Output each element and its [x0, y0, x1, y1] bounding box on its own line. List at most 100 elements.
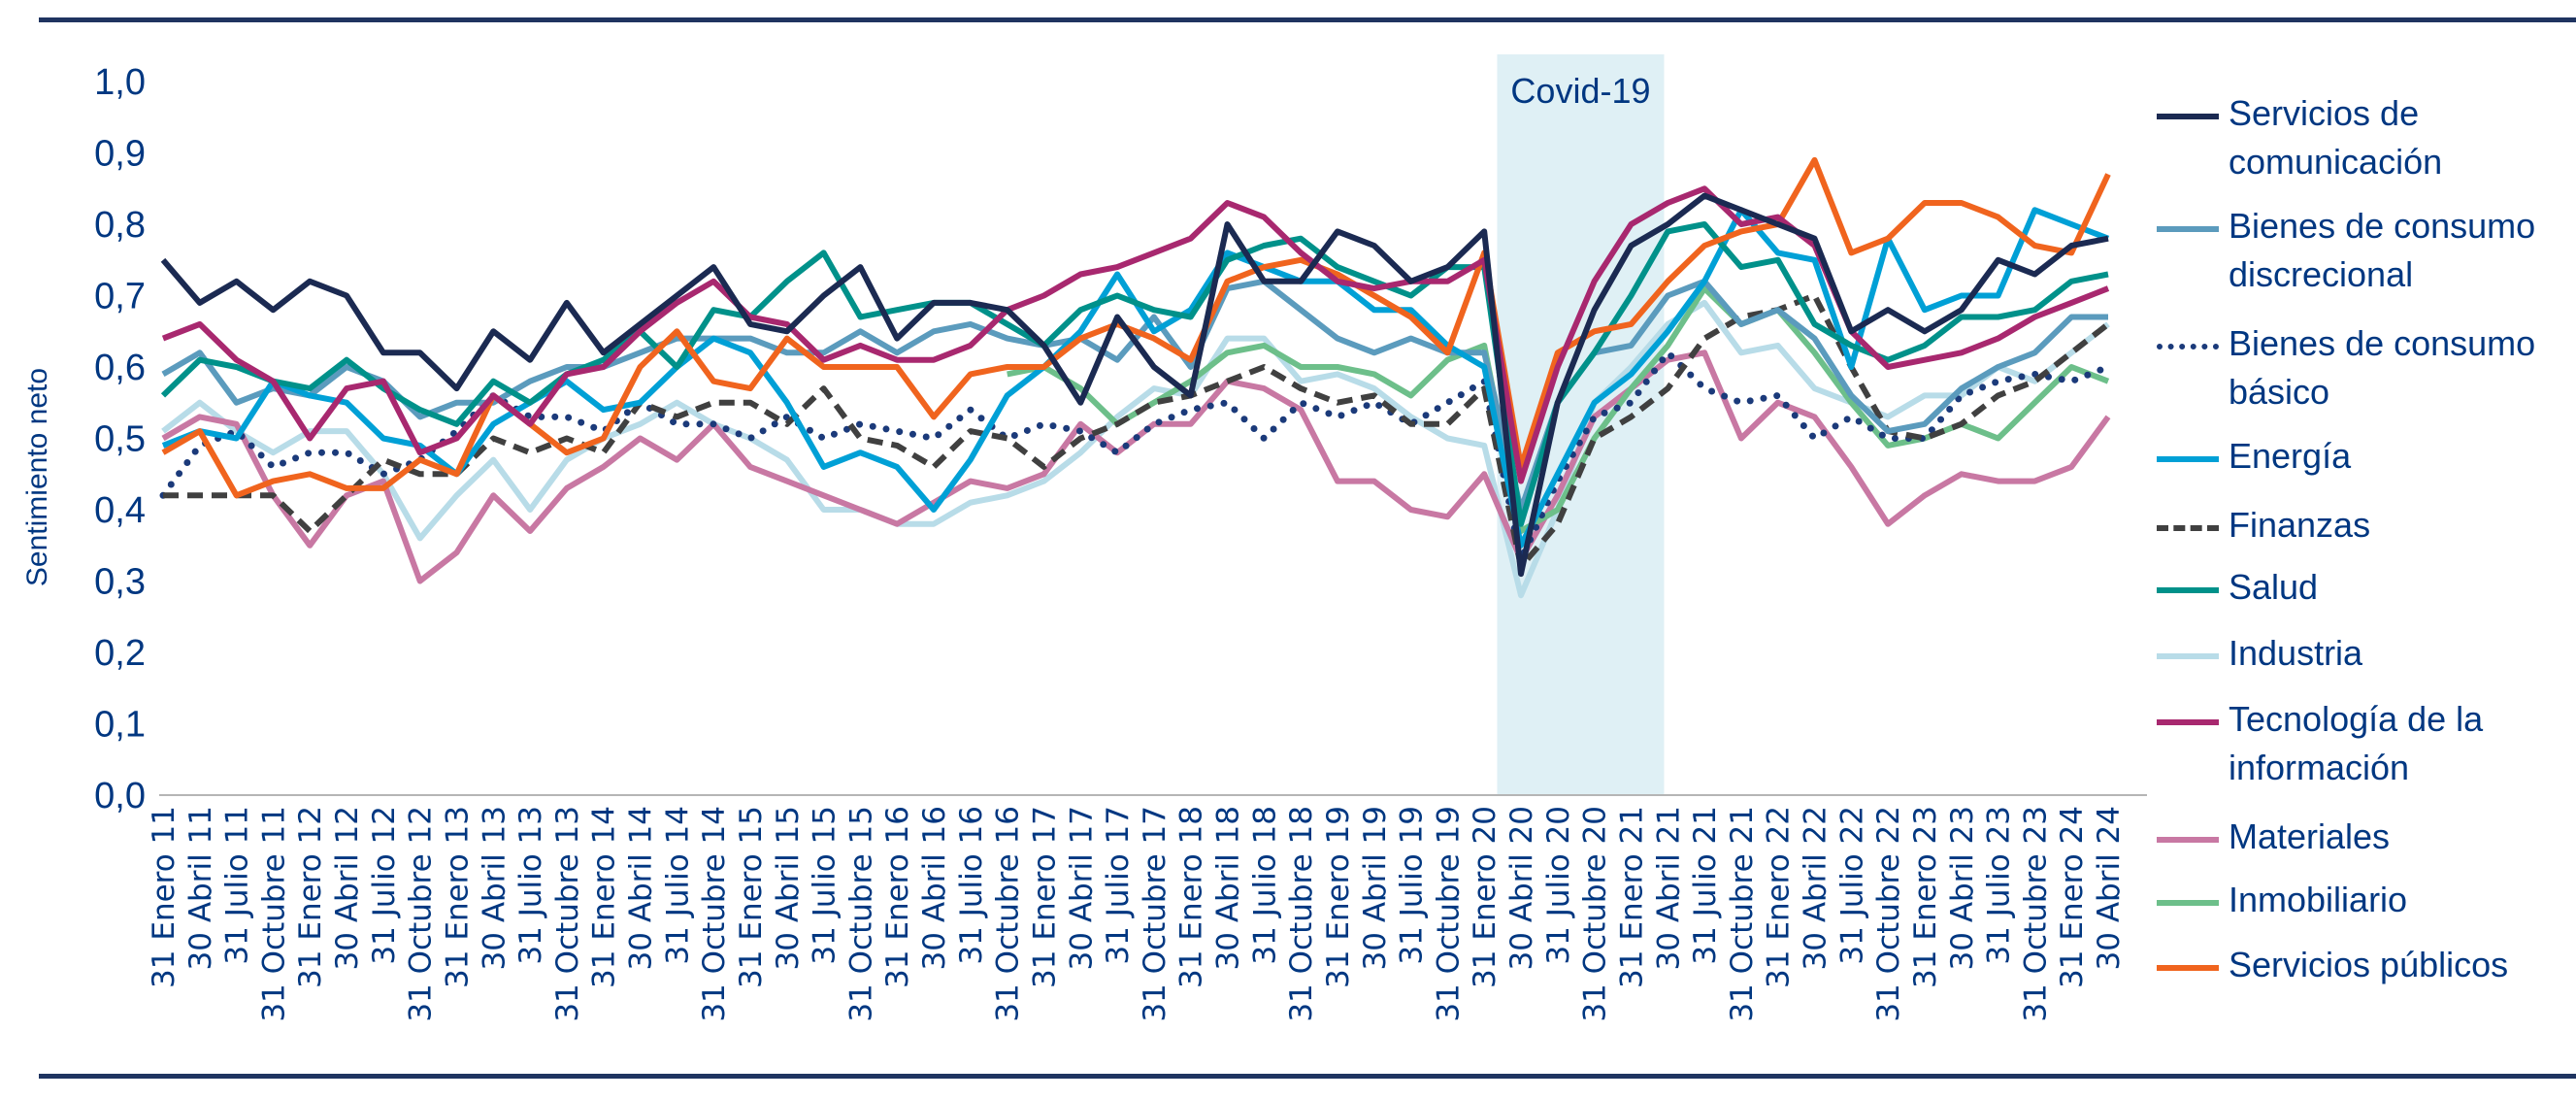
- y-tick-label: 0,7: [94, 277, 146, 317]
- series-line-servicios-públicos: [161, 156, 2111, 499]
- legend-swatch: [2157, 456, 2219, 462]
- x-tick-label: 31 Octubre 20: [1578, 806, 1613, 1022]
- legend-swatch: [2157, 653, 2219, 659]
- x-tick-label: 31 Julio 12: [367, 806, 402, 965]
- x-tick-label: 31 Enero 23: [1908, 806, 1943, 988]
- x-tick-label: 31 Julio 16: [954, 806, 989, 965]
- x-tick-label: 31 Octubre 14: [697, 806, 732, 1022]
- series-lines: [159, 156, 2112, 599]
- legend-item: Salud: [2157, 567, 2563, 612]
- legend-label: Tecnología de la información: [2229, 699, 2484, 787]
- covid-label: Covid-19: [1510, 71, 1650, 111]
- legend-swatch: [2157, 344, 2219, 350]
- legend-item: Servicios de comunicación: [2157, 93, 2563, 186]
- legend-item: Inmobiliario: [2157, 880, 2563, 924]
- series-line-salud: [160, 221, 2109, 527]
- legend-item: Materiales: [2157, 816, 2563, 861]
- legend-item: Bienes de consumo discrecional: [2157, 206, 2563, 299]
- y-axis-title: Sentimiento neto: [21, 368, 53, 586]
- legend-label: Finanzas: [2229, 505, 2371, 545]
- x-tick-label: 30 Abril 24: [2092, 806, 2127, 970]
- y-tick-label: 0,4: [94, 490, 146, 531]
- legend-swatch: [2157, 226, 2219, 232]
- x-tick-label: 30 Abril 15: [771, 806, 806, 970]
- x-tick-label: 31 Octubre 19: [1431, 806, 1466, 1022]
- x-tick-label: 31 Julio 17: [1101, 806, 1136, 965]
- legend-swatch: [2157, 587, 2219, 593]
- legend-label: Inmobiliario: [2229, 880, 2408, 919]
- y-tick-label: 0,8: [94, 205, 146, 246]
- x-tick-label: 31 Enero 20: [1468, 806, 1503, 988]
- legend-label: Industria: [2229, 633, 2363, 673]
- x-tick-label: 31 Julio 13: [513, 806, 548, 965]
- legend-item: Finanzas: [2157, 505, 2563, 550]
- legend-label: Servicios de comunicación: [2229, 93, 2443, 182]
- top-rule: [39, 17, 2576, 22]
- x-tick-label: 31 Octubre 13: [550, 806, 585, 1022]
- legend-item: Servicios públicos: [2157, 945, 2563, 989]
- legend-item: Bienes de consumo básico: [2157, 323, 2563, 416]
- x-tick-label: 31 Octubre 12: [404, 806, 439, 1022]
- x-tick-label: 30 Abril 23: [1945, 806, 1980, 970]
- x-tick-label: 31 Julio 14: [660, 806, 695, 965]
- legend-label: Materiales: [2229, 816, 2391, 856]
- x-tick-label: 30 Abril 12: [330, 806, 365, 970]
- x-tick-label: 31 Julio 23: [1982, 806, 2017, 965]
- legend-swatch: [2157, 837, 2219, 843]
- legend-item: Energía: [2157, 436, 2563, 481]
- series-line-tecnología-de-la-información: [161, 185, 2110, 484]
- series-line-industria: [161, 299, 2110, 599]
- legend-swatch: [2157, 719, 2219, 725]
- legend-item: Industria: [2157, 633, 2563, 678]
- legend-swatch: [2157, 965, 2219, 971]
- x-tick-label: 31 Julio 22: [1834, 806, 1869, 965]
- bottom-rule: [39, 1074, 2576, 1079]
- x-tick-label: 31 Octubre 21: [1725, 806, 1760, 1022]
- x-tick-label: 31 Enero 11: [147, 806, 182, 988]
- x-tick-label: 30 Abril 14: [624, 806, 659, 970]
- x-tick-label: 31 Enero 19: [1321, 806, 1356, 988]
- series-line-servicios-de-comunicación: [160, 192, 2109, 578]
- legend-label: Bienes de consumo básico: [2229, 323, 2536, 412]
- x-tick-label: 31 Enero 16: [880, 806, 915, 988]
- x-tick-label: 31 Julio 15: [808, 806, 842, 965]
- legend-label: Salud: [2229, 567, 2319, 607]
- axes: 0,0 0,1 0,2 0,3 0,4 0,5 0,6 0,7 0,8 0,9 1,0 Sentimi…: [21, 62, 2147, 1022]
- x-tick-label: 31 Enero 18: [1174, 806, 1209, 988]
- legend-swatch: [2157, 900, 2219, 906]
- x-tick-label: 31 Julio 11: [220, 806, 255, 965]
- x-tick-label: 31 Enero 15: [734, 806, 769, 988]
- legend-label: Servicios públicos: [2229, 945, 2509, 984]
- legend-label: Bienes de consumo discrecional: [2229, 206, 2536, 294]
- x-tick-label: 30 Abril 20: [1504, 806, 1539, 970]
- y-tick-label: 1,0: [94, 62, 146, 103]
- x-tick-label: 31 Julio 21: [1688, 806, 1723, 965]
- x-tick-label: 30 Abril 21: [1651, 806, 1686, 970]
- legend-item: Tecnología de la información: [2157, 699, 2563, 792]
- x-tick-label: 31 Enero 24: [2055, 806, 2090, 988]
- x-tick-label: 30 Abril 22: [1799, 806, 1833, 970]
- x-tick-label: 30 Abril 13: [477, 806, 512, 970]
- x-tick-label: 30 Abril 19: [1358, 806, 1393, 970]
- x-tick-label: 31 Enero 14: [587, 806, 622, 988]
- y-tick-label: 0,1: [94, 705, 146, 746]
- x-tick-label: 31 Julio 19: [1395, 806, 1430, 965]
- legend-swatch: [2157, 114, 2219, 119]
- x-tick-label: 31 Octubre 16: [991, 806, 1026, 1022]
- series-line-finanzas: [163, 292, 2110, 570]
- x-tick-label: 31 Octubre 15: [843, 806, 878, 1022]
- x-tick-label: 31 Enero 12: [293, 806, 328, 988]
- x-tick-label: 31 Octubre 11: [256, 806, 291, 1022]
- y-tick-label: 0,0: [94, 776, 146, 816]
- x-tick-label: 31 Enero 17: [1027, 806, 1062, 988]
- y-tick-label: 0,6: [94, 348, 146, 388]
- x-tick-label: 31 Julio 18: [1247, 806, 1282, 965]
- x-tick-label: 31 Octubre 18: [1284, 806, 1319, 1022]
- legend-label: Energía: [2229, 436, 2352, 476]
- y-tick-label: 0,5: [94, 419, 146, 460]
- x-tick-label: 31 Octubre 17: [1138, 806, 1172, 1022]
- x-tick-label: 31 Octubre 23: [2018, 806, 2053, 1022]
- x-tick-label: 30 Abril 18: [1211, 806, 1246, 970]
- series-line-bienes-de-consumo-básico: [159, 349, 2112, 563]
- x-tick-label: 31 Octubre 22: [1871, 806, 1906, 1022]
